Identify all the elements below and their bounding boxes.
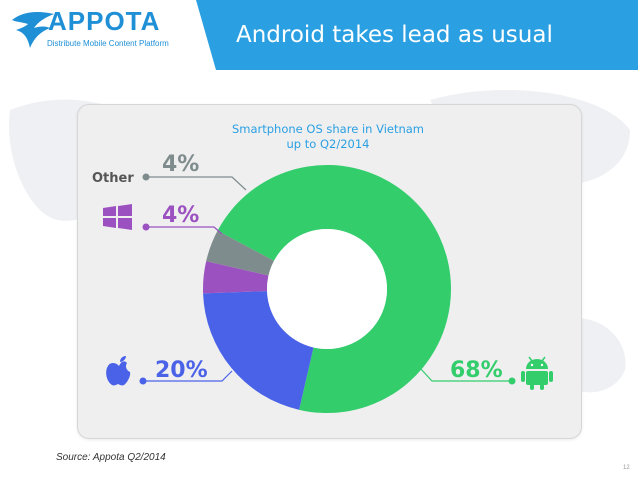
header-slant (176, 0, 216, 70)
leader-line-ios (143, 370, 233, 382)
leader-line-other (146, 176, 247, 191)
slice-ios (203, 291, 314, 410)
header-bar: APPOTA Distribute Mobile Content Platfor… (0, 0, 638, 70)
slice-other (206, 230, 275, 276)
android-icon (521, 356, 553, 390)
apple-icon (106, 356, 131, 386)
page-number: 12 (623, 465, 630, 471)
slice-windows (203, 261, 269, 294)
label-ios-value: 20% (155, 358, 208, 383)
leader-dot-other (142, 173, 150, 181)
page-title: Android takes lead as usual (236, 22, 553, 48)
slice-android (217, 164, 451, 413)
title-band (186, 0, 638, 70)
chart-title: Smartphone OS share in Vietnam (232, 122, 424, 136)
label-windows-value: 4% (162, 203, 199, 228)
leader-dot-windows (142, 223, 150, 231)
brand-tagline: Distribute Mobile Content Platform (47, 39, 169, 48)
label-other-name: Other (92, 171, 134, 186)
leader-line-android (419, 367, 512, 382)
logo: APPOTA Distribute Mobile Content Platfor… (0, 0, 196, 70)
brand-name: APPOTA (48, 6, 161, 36)
label-other-value: 4% (162, 152, 199, 177)
leader-dot-android (508, 377, 516, 385)
appota-bird-icon (12, 12, 54, 48)
source-note: Source: Appota Q2/2014 (56, 452, 166, 463)
windows-icon (103, 204, 132, 230)
donut-hole (267, 229, 387, 349)
leader-line-windows (146, 226, 223, 235)
label-android-value: 68% (450, 358, 503, 383)
chart-subtitle: up to Q2/2014 (287, 137, 370, 151)
leader-dot-ios (139, 377, 147, 385)
